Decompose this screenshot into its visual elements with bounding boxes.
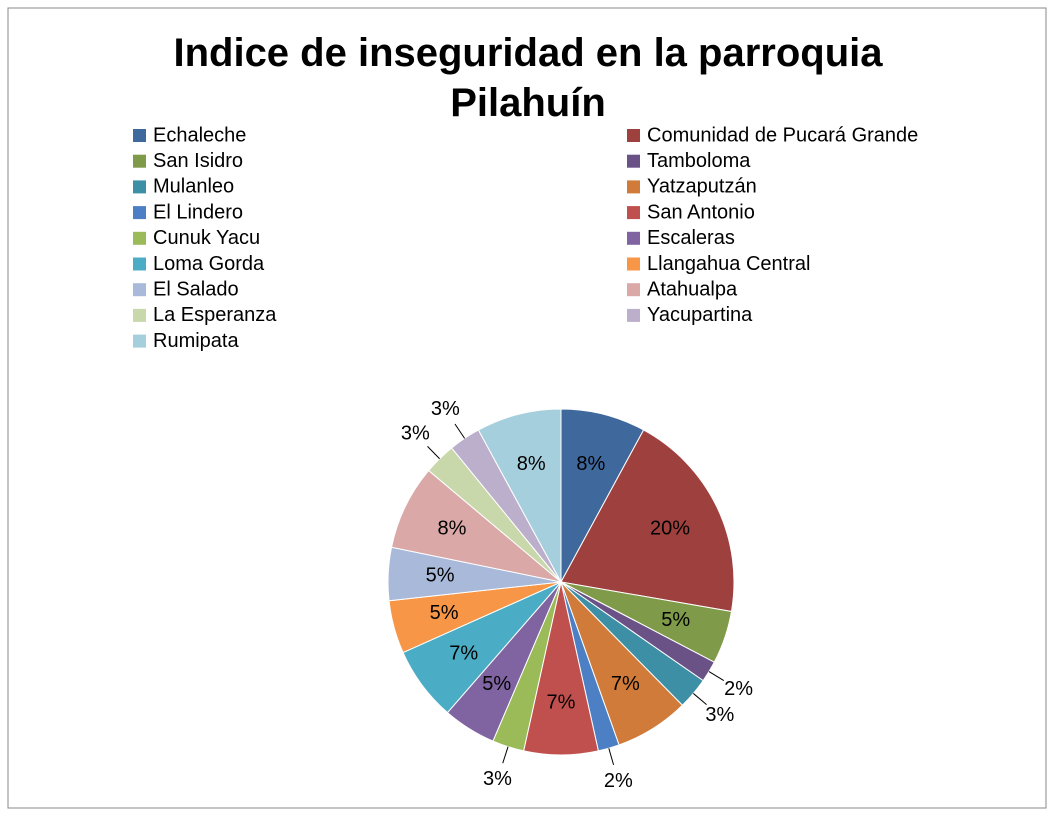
legend-label: Echaleche: [153, 124, 246, 146]
legend-swatch: [133, 308, 146, 322]
legend-label: Comunidad de Pucará Grande: [647, 124, 918, 146]
legend-label: Mulanleo: [153, 176, 234, 198]
data-label: 8%: [438, 517, 467, 539]
data-label: 7%: [547, 691, 576, 713]
legend-label: Loma Gorda: [153, 253, 265, 275]
legend-label: Escaleras: [647, 227, 735, 249]
leader-line: [608, 748, 615, 766]
legend-swatch: [133, 154, 146, 168]
legend-swatch: [627, 257, 640, 271]
legend-label: Llangahua Central: [647, 253, 810, 275]
legend-label: Yacupartina: [647, 304, 753, 326]
data-label: 3%: [431, 398, 460, 420]
legend-swatch: [627, 231, 640, 245]
data-label: 5%: [482, 673, 511, 695]
legend-swatch: [627, 206, 640, 220]
legend-label: El Lindero: [153, 201, 243, 223]
data-label: 5%: [661, 609, 690, 631]
legend-swatch: [627, 283, 640, 297]
legend-swatch: [133, 334, 146, 348]
legend-label: La Esperanza: [153, 304, 277, 326]
chart-title: Indice de inseguridad en la parroquia Pil…: [173, 31, 883, 125]
legend-swatch: [133, 283, 146, 297]
data-label: 2%: [724, 678, 753, 700]
data-label: 20%: [650, 517, 690, 539]
legend-label: San Isidro: [153, 150, 243, 172]
legend-swatch: [627, 154, 640, 168]
data-label: 7%: [449, 642, 478, 664]
leader-line: [427, 446, 440, 460]
leader-line: [708, 671, 725, 681]
legend-label: San Antonio: [647, 201, 755, 223]
data-label: 3%: [401, 422, 430, 444]
data-label: 8%: [517, 453, 546, 475]
legend-swatch: [627, 180, 640, 194]
legend-swatch: [627, 308, 640, 322]
legend-label: Yatzaputzán: [647, 176, 757, 198]
pie-slice: [560, 429, 735, 613]
leader-line: [502, 746, 509, 764]
legend-swatch: [133, 257, 146, 271]
legend-label: Atahualpa: [647, 278, 738, 300]
legend-swatch: [133, 129, 146, 142]
data-label: 7%: [611, 673, 640, 695]
data-label: 5%: [430, 602, 459, 624]
legend-swatch: [133, 180, 146, 194]
data-label: 8%: [576, 453, 605, 475]
legend-label: Tamboloma: [647, 150, 751, 172]
data-label: 5%: [426, 565, 455, 587]
legend-swatch: [133, 231, 146, 245]
data-label: 3%: [705, 704, 734, 726]
data-label: 2%: [604, 770, 633, 792]
data-label: 3%: [483, 768, 512, 790]
legend-label: El Salado: [153, 278, 239, 300]
leader-line: [454, 423, 466, 439]
leader-line: [693, 693, 707, 705]
legend-swatch: [627, 129, 640, 142]
legend-label: Cunuk Yacu: [153, 227, 260, 249]
pie-slice: [477, 408, 562, 583]
legend-swatch: [133, 206, 146, 220]
legend-label: Rumipata: [153, 330, 239, 352]
